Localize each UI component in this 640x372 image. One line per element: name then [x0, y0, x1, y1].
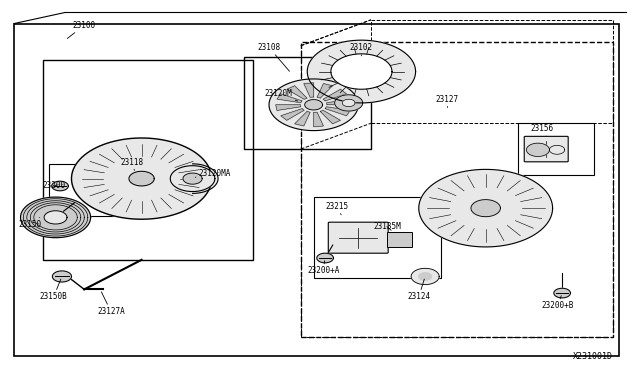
Polygon shape	[317, 84, 333, 98]
Polygon shape	[549, 145, 564, 154]
Text: 23135M: 23135M	[373, 222, 401, 231]
Polygon shape	[281, 109, 304, 120]
Polygon shape	[331, 54, 392, 89]
Polygon shape	[193, 164, 218, 193]
Polygon shape	[170, 166, 215, 192]
Polygon shape	[307, 40, 415, 103]
Polygon shape	[269, 79, 358, 131]
Polygon shape	[342, 99, 355, 107]
Polygon shape	[335, 95, 363, 111]
Bar	[387, 232, 412, 247]
Bar	[43, 61, 253, 260]
Text: 23102: 23102	[350, 43, 373, 56]
Polygon shape	[411, 268, 439, 285]
Text: 23156: 23156	[530, 124, 554, 136]
Polygon shape	[326, 99, 351, 105]
Text: 23127: 23127	[436, 95, 459, 108]
Polygon shape	[20, 197, 91, 238]
Bar	[244, 57, 371, 149]
Text: 23150: 23150	[19, 217, 42, 229]
Polygon shape	[320, 110, 340, 124]
FancyBboxPatch shape	[328, 222, 388, 253]
Polygon shape	[325, 107, 350, 116]
Polygon shape	[419, 273, 431, 280]
Text: 23100: 23100	[67, 21, 96, 38]
Text: 23200+B: 23200+B	[541, 296, 574, 311]
Text: 23200+A: 23200+A	[307, 261, 339, 275]
Text: 23120M: 23120M	[265, 89, 298, 101]
Polygon shape	[294, 112, 310, 126]
Polygon shape	[317, 253, 333, 263]
Polygon shape	[183, 173, 202, 184]
Polygon shape	[276, 105, 301, 110]
Bar	[518, 123, 594, 175]
Text: X231001D: X231001D	[573, 352, 613, 361]
Polygon shape	[323, 89, 346, 101]
Text: 23124: 23124	[407, 279, 430, 301]
Bar	[301, 42, 613, 337]
FancyBboxPatch shape	[524, 137, 568, 162]
Text: 23215: 23215	[326, 202, 349, 215]
Polygon shape	[277, 94, 302, 103]
Text: 23120MA: 23120MA	[195, 169, 231, 177]
Text: 23118: 23118	[120, 157, 143, 170]
Polygon shape	[304, 83, 314, 97]
Polygon shape	[287, 86, 307, 99]
Polygon shape	[471, 200, 500, 217]
Polygon shape	[52, 271, 72, 282]
Bar	[49, 164, 113, 215]
Polygon shape	[314, 112, 323, 127]
Polygon shape	[419, 169, 552, 247]
Polygon shape	[554, 288, 570, 298]
Text: 23150B: 23150B	[40, 279, 67, 301]
Text: 23200: 23200	[42, 182, 65, 190]
Polygon shape	[305, 100, 323, 110]
Polygon shape	[52, 181, 68, 191]
Polygon shape	[527, 143, 549, 157]
Polygon shape	[129, 171, 154, 186]
Bar	[314, 197, 441, 278]
Text: 23127A: 23127A	[97, 292, 125, 316]
Polygon shape	[72, 138, 212, 219]
Polygon shape	[44, 211, 67, 224]
Text: 23108: 23108	[257, 43, 289, 71]
